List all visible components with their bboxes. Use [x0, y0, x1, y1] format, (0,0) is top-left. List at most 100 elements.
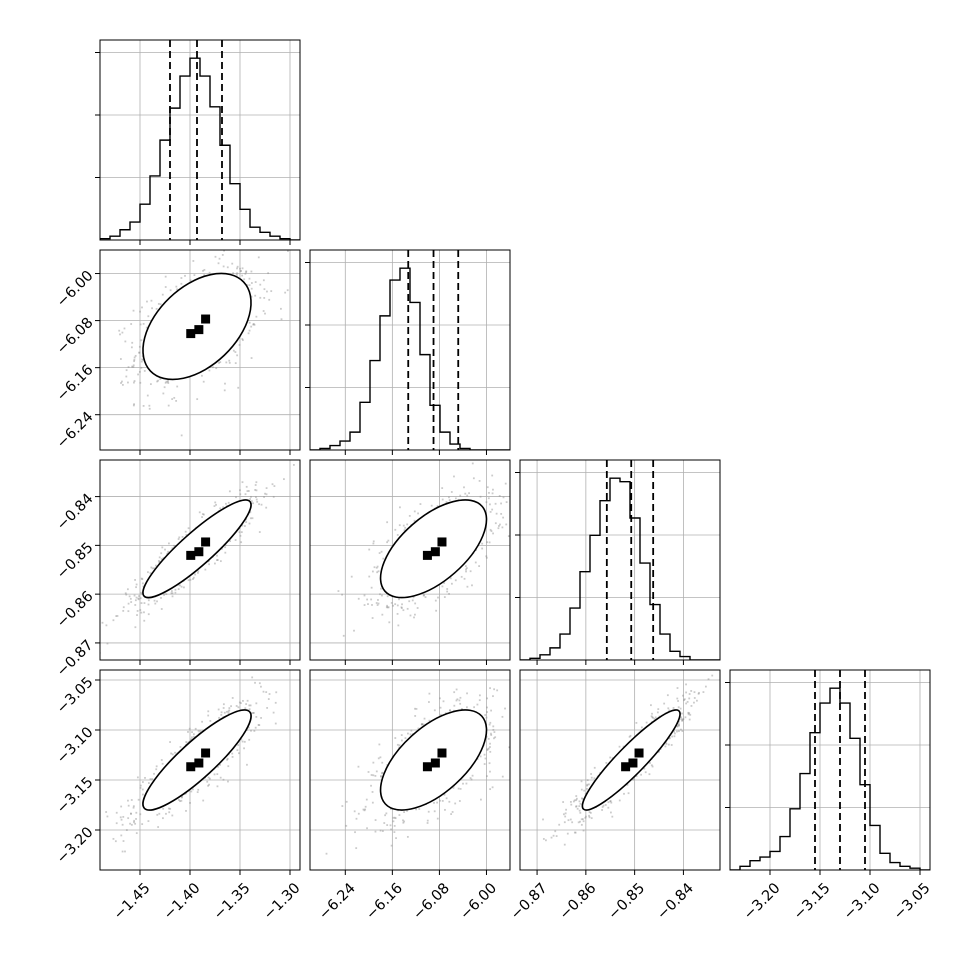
- scatter-point: [250, 357, 253, 359]
- scatter-point: [129, 812, 132, 815]
- scatter-point: [222, 778, 225, 781]
- scatter-point: [228, 490, 231, 493]
- scatter-point: [363, 594, 366, 597]
- scatter-point: [197, 570, 200, 573]
- scatter-point: [138, 595, 140, 597]
- scatter-point: [393, 831, 396, 833]
- scatter-point: [187, 527, 190, 530]
- scatter-point: [471, 462, 474, 465]
- scatter-point: [500, 502, 502, 505]
- scatter-point: [141, 592, 144, 595]
- scatter-point: [249, 511, 252, 514]
- scatter-point: [237, 744, 240, 746]
- scatter-point: [372, 542, 375, 545]
- scatter-point: [158, 556, 161, 559]
- scatter-point: [165, 380, 168, 383]
- scatter-point: [196, 791, 199, 794]
- scatter-point: [125, 375, 128, 378]
- scatter-point: [106, 642, 109, 645]
- panel-frame: [309, 459, 511, 661]
- scatter-point: [443, 582, 446, 584]
- scatter-point: [377, 599, 379, 601]
- scatter-point: [231, 756, 234, 758]
- scatter-point: [235, 705, 238, 707]
- scatter-point: [657, 708, 660, 711]
- scatter-point: [265, 506, 268, 509]
- scatter-point: [400, 607, 403, 609]
- scatter-point: [393, 825, 396, 827]
- histogram-step: [310, 267, 510, 450]
- scatter-point: [180, 434, 183, 437]
- scatter-point: [244, 272, 247, 275]
- scatter-point: [171, 595, 174, 598]
- scatter-point: [492, 532, 494, 535]
- scatter-point: [156, 813, 159, 816]
- scatter-point: [120, 382, 122, 384]
- scatter-point: [251, 517, 254, 520]
- scatter-point: [245, 521, 248, 523]
- scatter-point: [123, 327, 126, 330]
- scatter-point: [550, 836, 553, 839]
- scatter-point: [188, 727, 191, 730]
- panel-0-0: [95, 39, 301, 245]
- scatter-point: [165, 593, 168, 596]
- scatter-point: [181, 535, 184, 538]
- scatter-point: [141, 582, 144, 585]
- scatter-point: [133, 380, 136, 382]
- scatter-point: [149, 383, 152, 386]
- scatter-point: [227, 501, 230, 504]
- scatter-point: [582, 829, 585, 832]
- scatter-point: [264, 312, 266, 315]
- scatter-point: [141, 793, 144, 796]
- scatter-point: [441, 585, 444, 588]
- scatter-point: [235, 496, 237, 499]
- scatter-point: [452, 786, 455, 789]
- scatter-point: [130, 323, 133, 325]
- scatter-point: [435, 609, 438, 612]
- scatter-point: [198, 511, 201, 514]
- scatter-point: [488, 762, 491, 765]
- scatter-point: [127, 366, 130, 369]
- scatter-point: [579, 820, 581, 823]
- scatter-point: [140, 577, 143, 580]
- scatter-point: [159, 378, 162, 380]
- scatter-point: [376, 571, 379, 574]
- scatter-point: [402, 819, 404, 822]
- scatter-point: [121, 383, 124, 386]
- scatter-point: [143, 602, 146, 604]
- scatter-point: [374, 819, 377, 821]
- scatter-point: [149, 457, 151, 459]
- scatter-point: [214, 562, 216, 565]
- scatter-point: [366, 598, 369, 601]
- scatter-point: [494, 522, 497, 525]
- scatter-point: [386, 604, 388, 607]
- panel-frame: [309, 249, 511, 451]
- scatter-point: [374, 775, 377, 777]
- scatter-point: [441, 487, 444, 489]
- scatter-point: [491, 474, 494, 477]
- scatter-point: [601, 809, 603, 811]
- scatter-point: [127, 610, 130, 613]
- scatter-point: [183, 586, 185, 589]
- scatter-point: [501, 526, 504, 529]
- scatter-point: [122, 609, 125, 612]
- density-peak: [194, 547, 204, 557]
- scatter-point: [345, 824, 348, 827]
- scatter-point: [255, 496, 257, 499]
- scatter-point: [171, 398, 174, 400]
- scatter-point: [196, 398, 199, 401]
- scatter-point: [483, 753, 486, 756]
- scatter-point: [687, 711, 690, 714]
- scatter-point: [485, 555, 488, 558]
- scatter-point: [270, 290, 273, 293]
- scatter-point: [454, 497, 457, 500]
- scatter-point: [145, 326, 148, 329]
- scatter-point: [481, 547, 484, 550]
- scatter-point: [364, 808, 367, 811]
- scatter-point: [685, 691, 688, 694]
- density-peak: [186, 329, 196, 339]
- scatter-point: [399, 506, 401, 509]
- scatter-point: [453, 704, 456, 707]
- scatter-point: [140, 602, 143, 604]
- scatter-point: [239, 267, 241, 270]
